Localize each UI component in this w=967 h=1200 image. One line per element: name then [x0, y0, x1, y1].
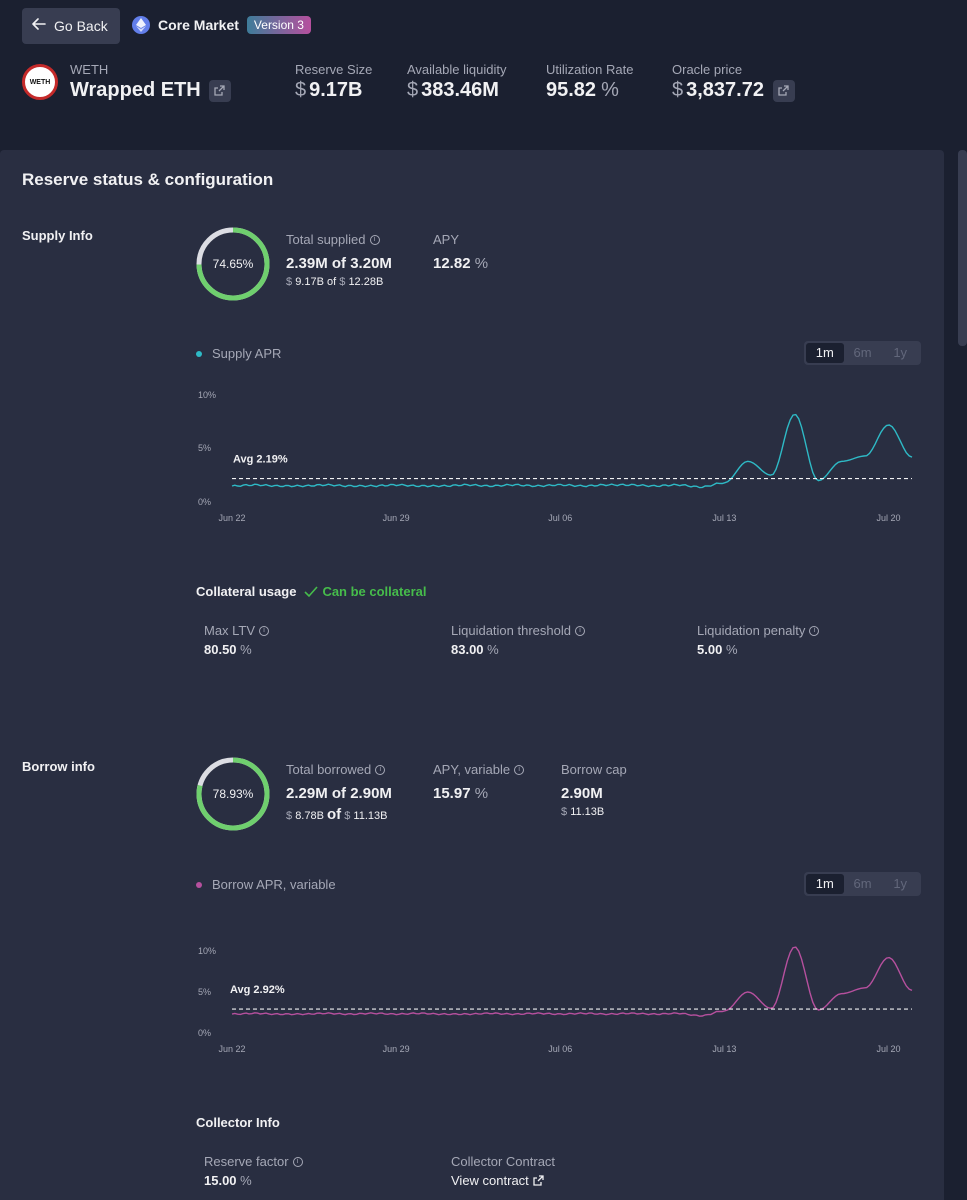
- tab-1m[interactable]: 1m: [806, 343, 844, 363]
- y-tick-label: 10%: [198, 946, 216, 956]
- y-tick-label: 5%: [198, 443, 211, 453]
- y-tick-label: 0%: [198, 1028, 211, 1038]
- collateral-status: Can be collateral: [322, 584, 427, 599]
- x-tick-label: Jul 20: [877, 1044, 901, 1054]
- oracle-external-link-icon[interactable]: [772, 79, 795, 102]
- borrow-apr-legend: Borrow APR, variable: [196, 877, 336, 892]
- ethereum-icon: [132, 16, 150, 34]
- tab-6m[interactable]: 6m: [853, 876, 872, 891]
- panel-title: Reserve status & configuration: [22, 170, 274, 189]
- liquidation-penalty: Liquidation penalty i 5.00 %: [697, 623, 820, 657]
- supply-apr-legend: Supply APR: [196, 346, 281, 361]
- x-tick-label: Jul 20: [877, 513, 901, 523]
- series-line: [231, 413, 913, 489]
- tab-6m[interactable]: 6m: [853, 345, 872, 360]
- x-tick-label: Jun 29: [383, 513, 410, 523]
- reserve-size-stat: Reserve Size $9.17B: [295, 62, 373, 101]
- version-badge: Version 3: [246, 16, 311, 34]
- utilization-rate-value: 95.82: [546, 79, 597, 101]
- view-contract-link[interactable]: View contract: [451, 1173, 555, 1188]
- arrow-left-icon: [32, 17, 46, 35]
- go-back-label: Go Back: [54, 18, 108, 34]
- info-icon[interactable]: i: [259, 625, 270, 636]
- check-icon: [304, 585, 319, 597]
- y-tick-label: 0%: [198, 497, 211, 507]
- asset-name: Wrapped ETH: [70, 79, 201, 101]
- series-line: [231, 946, 913, 1017]
- supply-info-label: Supply Info: [22, 228, 93, 243]
- borrow-range-tabs: 1m 6m 1y: [804, 872, 921, 896]
- y-tick-label: 10%: [198, 390, 216, 400]
- scrollbar[interactable]: [958, 150, 967, 346]
- borrow-info-label: Borrow info: [22, 759, 95, 774]
- total-supplied-stat: Total supplied i 2.39M of 3.20M $ 9.17B o…: [286, 232, 392, 288]
- info-icon[interactable]: i: [514, 764, 525, 775]
- supply-apr-chart: 10% 5% 0% Jun 22 Jun 29 Jul 06 Jul 13 Jul 20 Avg…: [198, 390, 913, 523]
- x-tick-label: Jun 29: [383, 1044, 410, 1054]
- asset-info: WETH WETH Wrapped ETH: [22, 62, 231, 102]
- borrow-legend-dot: [196, 881, 202, 888]
- collector-contract: Collector Contract View contract: [451, 1154, 556, 1188]
- supply-apy-stat: APY 12.82 %: [433, 232, 489, 272]
- average-label: Avg 2.19%: [233, 454, 288, 466]
- weth-logo: WETH: [22, 64, 58, 100]
- page-header: Go Back Core Market Version 3 WETH WETH …: [0, 0, 967, 150]
- x-tick-label: Jun 22: [218, 1044, 245, 1054]
- tab-1y[interactable]: 1y: [893, 876, 908, 891]
- supply-range-tabs: 1m 6m 1y: [804, 341, 921, 365]
- max-ltv: Max LTV i 80.50 %: [204, 623, 270, 657]
- reserve-size-value: 9.17B: [309, 79, 363, 101]
- available-liquidity-stat: Available liquidity $383.46M: [407, 62, 507, 101]
- oracle-price-value: 3,837.72: [686, 79, 764, 101]
- x-tick-label: Jul 06: [548, 1044, 572, 1054]
- tab-1y[interactable]: 1y: [893, 345, 908, 360]
- market-selector[interactable]: Core Market Version 3: [132, 16, 311, 34]
- x-tick-label: Jul 13: [712, 1044, 736, 1054]
- borrow-cap-stat: Borrow cap 2.90M $ 11.13B: [561, 762, 627, 818]
- x-tick-label: Jul 13: [712, 513, 736, 523]
- y-tick-label: 5%: [198, 987, 211, 997]
- supply-ring-percent: 74.65%: [212, 257, 254, 271]
- external-link-icon: [533, 1175, 544, 1186]
- oracle-price-stat: Oracle price $3,837.72: [672, 62, 795, 102]
- reserve-panel: Reserve status & configuration Supply In…: [0, 150, 944, 1200]
- info-icon[interactable]: i: [369, 234, 380, 245]
- info-icon[interactable]: i: [375, 764, 386, 775]
- info-icon[interactable]: i: [574, 625, 585, 636]
- info-icon[interactable]: i: [292, 1156, 303, 1167]
- average-label: Avg 2.92%: [230, 984, 285, 996]
- available-liquidity-value: 383.46M: [421, 79, 499, 101]
- market-name: Core Market: [158, 17, 239, 33]
- borrow-ring-percent: 78.93%: [212, 787, 254, 801]
- total-borrowed-stat: Total borrowed i 2.29M of 2.90M $ 8.78B o…: [286, 762, 392, 823]
- supply-ring: 74.65%: [195, 226, 271, 302]
- info-icon[interactable]: i: [809, 625, 820, 636]
- tab-1m[interactable]: 1m: [806, 874, 844, 894]
- x-tick-label: Jun 22: [218, 513, 245, 523]
- collector-info-title: Collector Info: [196, 1115, 280, 1130]
- collateral-usage: Collateral usage Can be collateral: [196, 584, 427, 599]
- asset-symbol: WETH: [70, 62, 109, 77]
- utilization-rate-stat: Utilization Rate 95.82%: [546, 62, 634, 101]
- supply-legend-dot: [196, 350, 202, 357]
- borrow-apr-chart: 10% 5% 0% Jun 22 Jun 29 Jul 06 Jul 13 Jul 20 Avg…: [198, 946, 913, 1054]
- external-link-icon[interactable]: [208, 79, 231, 102]
- borrow-apy-stat: APY, variable i 15.97 %: [433, 762, 525, 802]
- go-back-button[interactable]: Go Back: [22, 8, 120, 44]
- liquidation-threshold: Liquidation threshold i 83.00 %: [451, 623, 585, 657]
- x-tick-label: Jul 06: [548, 513, 572, 523]
- borrow-ring: 78.93%: [195, 756, 271, 832]
- reserve-factor: Reserve factor i 15.00 %: [204, 1154, 303, 1188]
